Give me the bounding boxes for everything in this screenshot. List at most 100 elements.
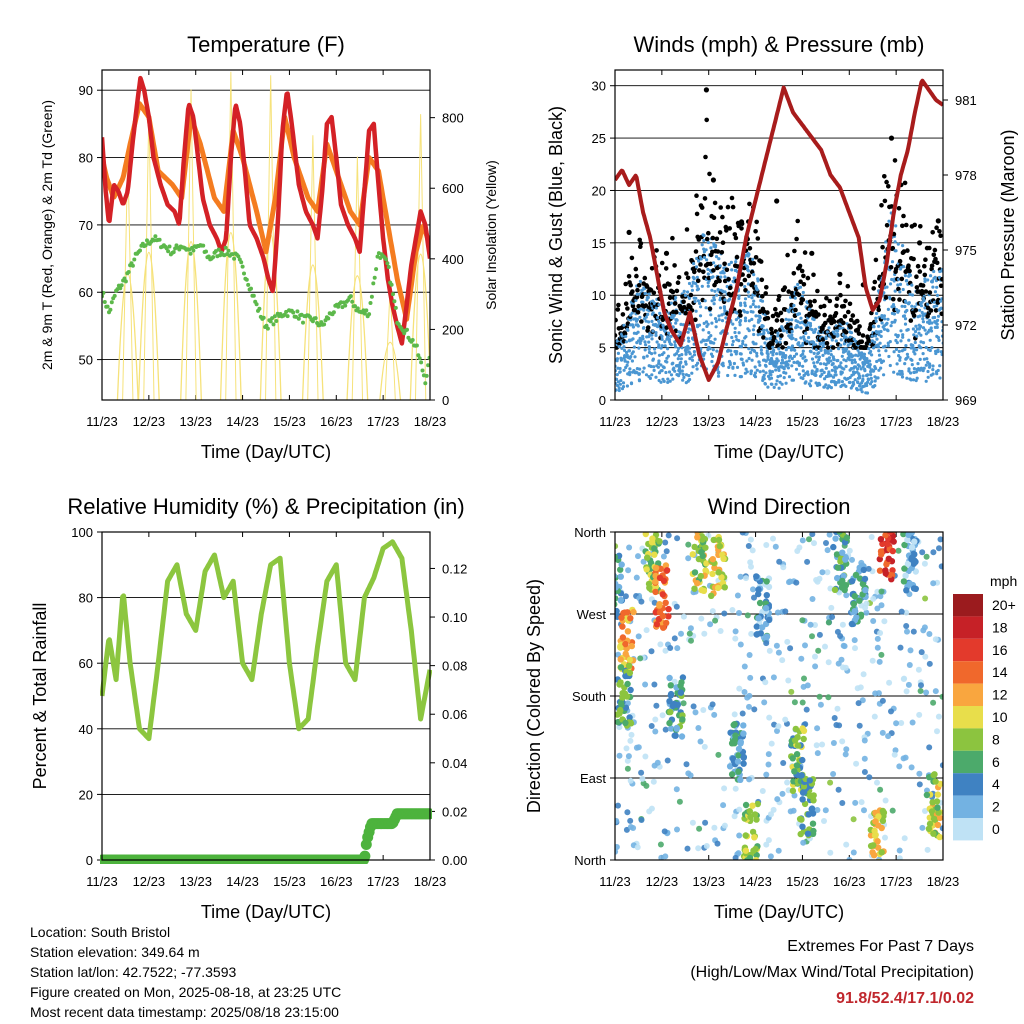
wind-speed-point (729, 260, 734, 264)
wind-gust-point (823, 320, 828, 326)
wind-speed-point (659, 380, 663, 384)
wind-speed-point (621, 381, 626, 385)
wind-speed-point (896, 335, 900, 339)
direction-point (737, 740, 744, 747)
wind-gust-point (891, 296, 896, 302)
wind-gust-point (697, 268, 702, 273)
wind-speed-point (790, 344, 795, 348)
wind-speed-point (804, 331, 808, 335)
dewpoint-point (138, 248, 142, 253)
wind-speed-point (754, 314, 758, 318)
wind-speed-point (840, 354, 844, 358)
wind-speed-point (786, 363, 790, 367)
wind-speed-point (709, 313, 713, 317)
wind-speed-point (784, 371, 788, 375)
wind-speed-point (696, 287, 701, 291)
direction-point (810, 797, 817, 804)
direction-point (671, 635, 678, 642)
wind-speed-point (775, 352, 779, 356)
wind-speed-point (711, 275, 715, 279)
wind-speed-point (651, 329, 655, 333)
wind-speed-point (718, 306, 723, 310)
direction-point (759, 624, 766, 631)
dewpoint-point (348, 294, 353, 299)
wind-gust-point (734, 254, 740, 260)
direction-point (763, 841, 770, 848)
wind-gust-point (779, 318, 785, 323)
direction-point (870, 852, 878, 859)
wind-speed-point (752, 324, 756, 328)
direction-point (720, 802, 727, 809)
wind-speed-point (734, 260, 738, 264)
direction-point (711, 711, 718, 718)
direction-point (936, 833, 943, 841)
wind-speed-point (839, 343, 843, 347)
wind-speed-point (923, 306, 927, 310)
wind-gust-point (718, 205, 723, 210)
wind-speed-point (724, 342, 729, 346)
direction-point (938, 563, 943, 570)
wind-speed-point (813, 330, 817, 334)
wind-speed-point (808, 349, 813, 353)
direction-point (767, 853, 774, 860)
wind-speed-point (717, 314, 721, 318)
wind-speed-point (755, 288, 759, 292)
wind-gust-point (625, 306, 630, 311)
direction-point (935, 809, 942, 816)
wind-gust-point (693, 317, 698, 323)
wind-y2tick-label: 978 (955, 168, 977, 183)
wind-speed-point (690, 358, 695, 362)
direction-point (860, 671, 867, 678)
wind-speed-point (859, 367, 863, 371)
wind-speed-point (869, 373, 873, 377)
direction-point (609, 592, 615, 598)
wind-speed-point (847, 356, 851, 360)
wind-speed-point (792, 354, 797, 358)
direction-point (923, 553, 930, 560)
wind-speed-point (812, 317, 816, 322)
wind-speed-point (715, 293, 719, 297)
direction-point (623, 745, 630, 752)
wind-gust-point (769, 330, 775, 336)
wind-gust-point (860, 333, 866, 338)
direction-point (710, 536, 717, 544)
wind-ytick-label: 15 (592, 236, 606, 251)
direction-point (813, 742, 820, 749)
wind-frame (614, 69, 944, 401)
dewpoint-point (123, 279, 128, 284)
wind-speed-point (733, 326, 737, 330)
direction-point (934, 804, 941, 811)
wind-gust-point (672, 301, 678, 306)
wind-speed-point (888, 363, 892, 368)
wind-gust-point (834, 303, 839, 309)
direction-point (789, 755, 796, 762)
wind-gust-point (642, 275, 648, 281)
wind-speed-point (758, 314, 762, 318)
wind-speed-point (686, 330, 690, 334)
wind-speed-point (790, 364, 794, 368)
wind-speed-point (834, 373, 838, 377)
wind-speed-point (921, 369, 925, 373)
wind-speed-point (749, 372, 753, 376)
wind-speed-point (926, 375, 930, 379)
wind-speed-point (924, 363, 928, 367)
wind-speed-point (760, 352, 764, 356)
wind-speed-point (893, 320, 897, 324)
direction-point (780, 564, 787, 571)
wind-speed-point (702, 255, 707, 260)
wind-speed-point (761, 369, 765, 373)
direction-point (784, 779, 791, 786)
wind-speed-point (727, 365, 731, 369)
wind-speed-point (656, 316, 660, 320)
wind-gust-point (615, 307, 621, 312)
direction-point (740, 722, 747, 729)
direction-point (680, 613, 687, 620)
direction-point (667, 645, 674, 651)
dewpoint-point (350, 299, 355, 304)
direction-point (897, 644, 904, 651)
wind-speed-point (926, 302, 930, 306)
legend-swatch (953, 706, 983, 729)
wind-speed-point (892, 312, 897, 316)
wind-gust-point (620, 312, 626, 317)
dewpoint-point (119, 283, 124, 288)
